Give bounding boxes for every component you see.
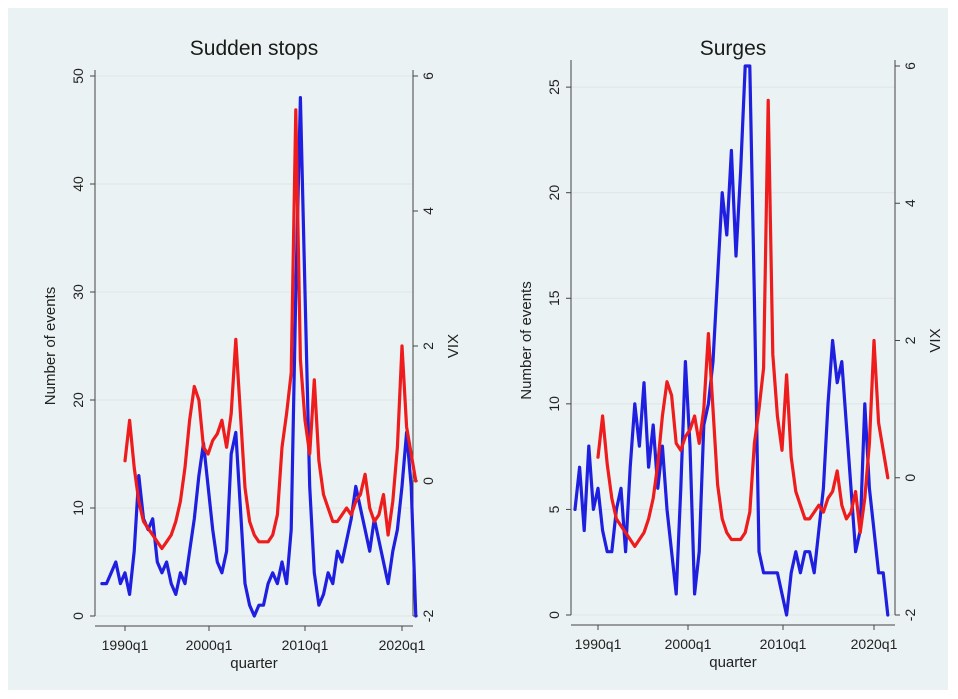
y-tick-label: 20 bbox=[546, 185, 562, 201]
x-tick-label: 2020q1 bbox=[379, 637, 426, 653]
y-axis-label: Number of events bbox=[42, 287, 59, 405]
y-tick-label: 40 bbox=[70, 176, 86, 192]
chart-panel-1 bbox=[90, 70, 418, 631]
y-tick-label: 25 bbox=[546, 79, 562, 95]
chart-panel-2 bbox=[566, 60, 900, 630]
x-axis-label: quarter bbox=[709, 654, 757, 671]
chart-title: Sudden stops bbox=[190, 37, 318, 60]
chart-title: Surges bbox=[700, 37, 767, 60]
y-tick-label: 20 bbox=[70, 392, 86, 408]
y-tick-label: 10 bbox=[70, 500, 86, 516]
y-tick-label: 15 bbox=[546, 290, 562, 306]
x-axis-label: quarter bbox=[230, 655, 278, 672]
y-tick-label: 5 bbox=[546, 505, 562, 513]
y2-tick-label: 6 bbox=[902, 62, 918, 70]
y2-axis-label: VIX bbox=[445, 334, 462, 358]
y2-tick-label: 4 bbox=[902, 199, 918, 207]
x-tick-label: 2000q1 bbox=[186, 637, 233, 653]
y2-tick-label: 2 bbox=[902, 336, 918, 344]
y2-tick-label: -2 bbox=[902, 609, 918, 622]
x-tick-label: 1990q1 bbox=[102, 637, 149, 653]
x-tick-label: 2010q1 bbox=[282, 637, 329, 653]
x-tick-label: 1990q1 bbox=[575, 636, 622, 652]
y2-axis-label: VIX bbox=[927, 328, 944, 352]
series-line-2-2 bbox=[596, 98, 890, 549]
x-tick-label: 2000q1 bbox=[665, 636, 712, 652]
y-tick-label: 10 bbox=[546, 396, 562, 412]
y2-tick-label: 0 bbox=[420, 477, 436, 485]
y-tick-label: 0 bbox=[70, 612, 86, 620]
series-line-1-2 bbox=[123, 108, 418, 551]
y2-tick-label: 0 bbox=[902, 474, 918, 482]
y2-tick-label: -2 bbox=[420, 610, 436, 623]
y-tick-label: 0 bbox=[546, 611, 562, 619]
y2-tick-label: 6 bbox=[420, 72, 436, 80]
x-tick-label: 2020q1 bbox=[851, 636, 898, 652]
y-tick-label: 30 bbox=[70, 284, 86, 300]
y-axis-label: Number of events bbox=[518, 281, 535, 399]
y2-tick-label: 4 bbox=[420, 207, 436, 215]
x-tick-label: 2010q1 bbox=[760, 636, 807, 652]
y2-tick-label: 2 bbox=[420, 342, 436, 350]
y-tick-label: 50 bbox=[70, 68, 86, 84]
figure-background: 0 10 20 30 40 50 -2 0 2 4 6 1990q1 2000q1 2010q1 2020q… bbox=[8, 8, 948, 690]
series-line-1-1 bbox=[100, 95, 418, 618]
series-line-2-1 bbox=[573, 64, 890, 617]
